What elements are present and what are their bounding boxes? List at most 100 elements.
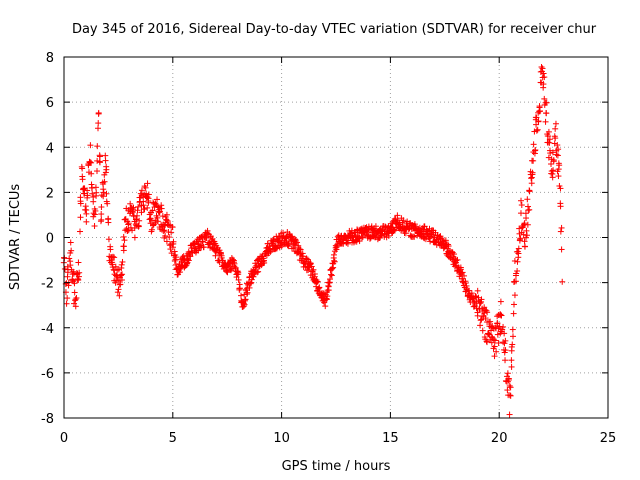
data-point — [72, 296, 79, 303]
data-point — [232, 264, 239, 271]
data-point — [94, 168, 101, 175]
data-point — [162, 232, 169, 239]
data-point — [250, 273, 257, 280]
data-point — [545, 128, 552, 135]
data-point — [73, 294, 80, 301]
data-point — [77, 228, 84, 235]
data-point — [241, 291, 248, 298]
data-point — [534, 126, 541, 133]
data-point — [508, 357, 515, 364]
data-point — [87, 159, 94, 166]
data-point — [170, 240, 177, 247]
data-point — [540, 70, 547, 77]
data-point — [549, 149, 556, 156]
data-point — [457, 264, 464, 271]
data-point — [530, 141, 537, 148]
data-point — [144, 180, 151, 187]
data-point — [474, 287, 481, 294]
data-point — [558, 224, 565, 231]
data-point — [94, 143, 101, 150]
data-point — [493, 348, 500, 355]
data-point — [203, 234, 210, 241]
data-point — [326, 279, 333, 286]
y-axis-label: SDTVAR / TECUs — [8, 184, 23, 291]
data-point — [501, 330, 508, 337]
data-point — [91, 211, 98, 218]
data-point — [96, 153, 103, 160]
data-point — [91, 223, 98, 230]
data-point — [121, 237, 128, 244]
data-point — [93, 189, 100, 196]
data-point — [105, 236, 112, 243]
data-point — [556, 162, 563, 169]
data-point — [328, 271, 335, 278]
data-point — [127, 200, 134, 207]
data-point — [518, 197, 525, 204]
data-point — [550, 167, 557, 174]
data-point — [330, 251, 337, 258]
data-point — [135, 223, 142, 230]
data-point — [521, 220, 528, 227]
data-point — [445, 243, 452, 250]
data-point — [64, 295, 71, 302]
data-point — [144, 204, 151, 211]
data-point — [102, 169, 109, 176]
data-point — [88, 170, 95, 177]
data-point — [491, 353, 498, 360]
data-point — [148, 226, 155, 233]
data-point — [557, 203, 564, 210]
data-point — [72, 303, 79, 310]
data-point — [75, 273, 82, 280]
data-point — [63, 300, 70, 307]
data-point — [95, 120, 102, 127]
data-point — [481, 304, 488, 311]
data-point — [348, 230, 355, 237]
data-point — [120, 247, 127, 254]
data-point — [160, 227, 167, 234]
data-point — [378, 227, 385, 234]
data-point — [516, 236, 523, 243]
data-point — [103, 190, 110, 197]
data-point — [415, 227, 422, 234]
x-tick-label: 25 — [600, 431, 617, 446]
x-tick-label: 5 — [169, 431, 177, 446]
data-point — [552, 120, 559, 127]
data-point — [164, 218, 171, 225]
data-point — [94, 157, 101, 164]
data-point — [254, 269, 261, 276]
data-point — [515, 254, 522, 261]
data-point — [513, 270, 520, 277]
data-point — [247, 280, 254, 287]
data-point — [509, 326, 516, 333]
data-point — [523, 227, 530, 234]
data-point — [333, 244, 340, 251]
data-point — [84, 192, 91, 199]
data-point — [485, 331, 492, 338]
data-point — [514, 267, 521, 274]
data-point — [107, 246, 114, 253]
data-point — [509, 333, 516, 340]
y-tick-label: -2 — [41, 277, 54, 292]
data-point — [217, 249, 224, 256]
data-point — [307, 260, 314, 267]
data-point — [454, 256, 461, 263]
data-point — [504, 370, 511, 377]
data-point — [523, 215, 530, 222]
data-point — [77, 214, 84, 221]
data-point — [524, 196, 531, 203]
data-point — [330, 264, 337, 271]
data-point — [477, 317, 484, 324]
data-point — [163, 211, 170, 218]
data-point — [385, 232, 392, 239]
data-point — [484, 339, 491, 346]
data-point — [517, 235, 524, 242]
data-point — [528, 175, 535, 182]
data-point — [400, 217, 407, 224]
data-point — [533, 127, 540, 134]
data-point — [444, 245, 451, 252]
data-point — [511, 292, 518, 299]
data-point — [555, 173, 562, 180]
data-point — [511, 257, 518, 264]
data-point — [144, 194, 151, 201]
